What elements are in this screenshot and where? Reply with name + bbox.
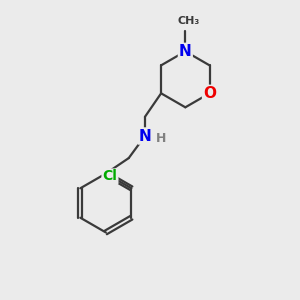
Text: CH₃: CH₃: [178, 16, 200, 26]
Text: Cl: Cl: [103, 169, 117, 184]
Text: H: H: [156, 132, 166, 145]
Text: N: N: [139, 128, 151, 143]
Text: O: O: [203, 86, 216, 101]
Text: N: N: [179, 44, 192, 59]
